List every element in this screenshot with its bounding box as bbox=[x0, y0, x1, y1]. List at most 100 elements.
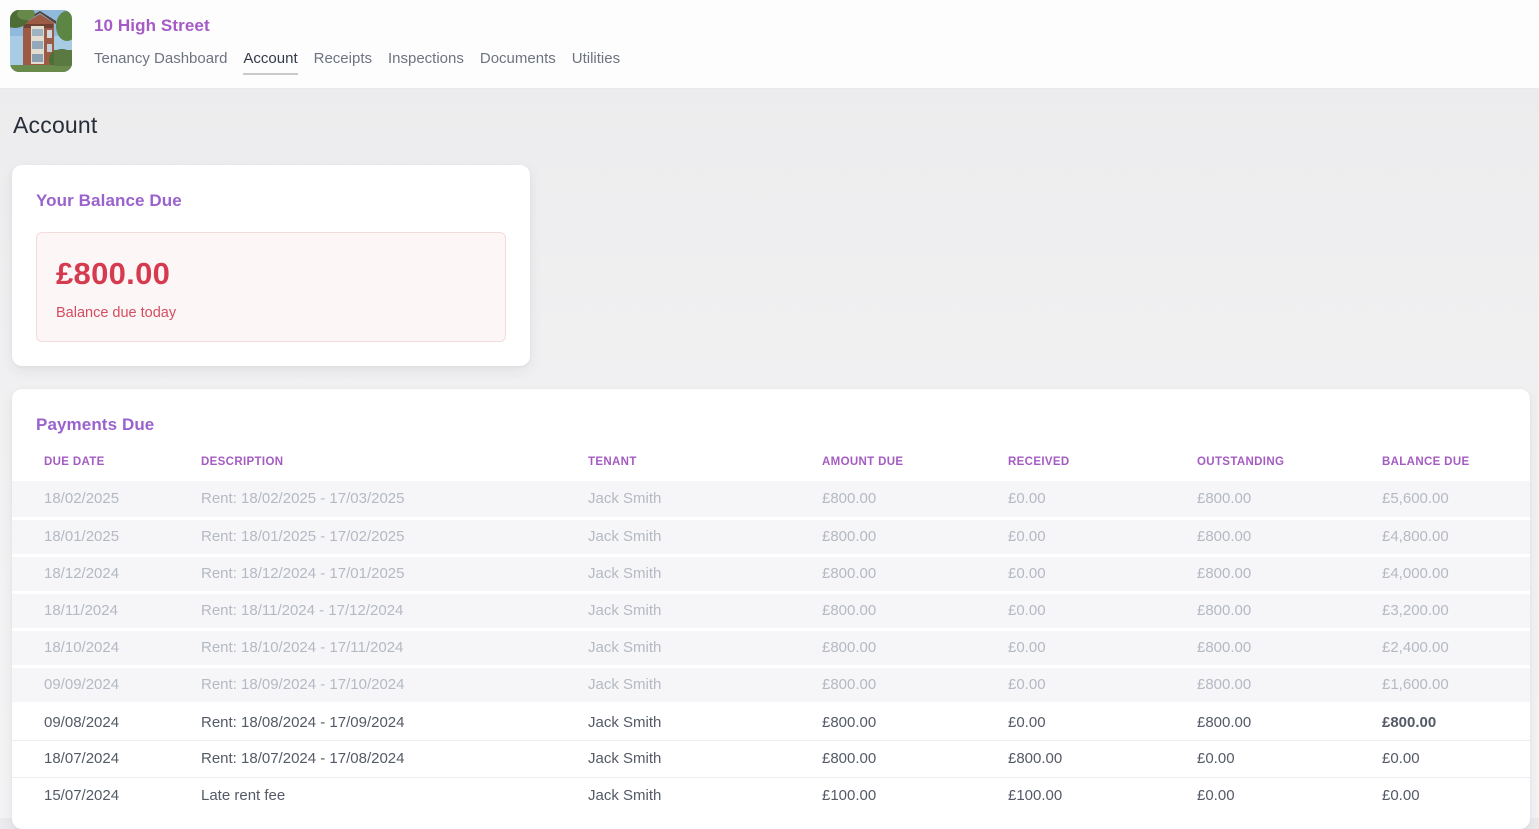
cell-due-date: 15/07/2024 bbox=[12, 777, 201, 814]
col-received: RECEIVED bbox=[1008, 456, 1070, 468]
balance-card: Your Balance Due £800.00 Balance due tod… bbox=[12, 165, 530, 366]
cell-due-date: 09/08/2024 bbox=[12, 703, 201, 741]
balance-card-title: Your Balance Due bbox=[36, 191, 182, 210]
cell-balance-due: £3,200.00 bbox=[1382, 592, 1530, 631]
cell-due-date: 18/10/2024 bbox=[12, 629, 201, 668]
cell-outstanding: £800.00 bbox=[1197, 629, 1382, 668]
nav-inspections[interactable]: Inspections bbox=[387, 50, 464, 67]
payment-row: 09/08/2024 Rent: 18/08/2024 - 17/09/2024 J… bbox=[12, 703, 1530, 741]
property-photo-illustration bbox=[10, 10, 72, 72]
cell-description: Rent: 18/12/2024 - 17/01/2025 bbox=[201, 555, 588, 594]
cell-tenant: Jack Smith bbox=[588, 740, 822, 778]
cell-outstanding: £0.00 bbox=[1197, 777, 1382, 814]
cell-balance-due: £2,400.00 bbox=[1382, 629, 1530, 668]
cell-received: £0.00 bbox=[1008, 592, 1197, 631]
cell-tenant: Jack Smith bbox=[588, 777, 822, 814]
nav-documents[interactable]: Documents bbox=[479, 50, 556, 67]
payment-row: 18/01/2025 Rent: 18/01/2025 - 17/02/2025 J… bbox=[12, 518, 1530, 557]
balance-due-box: £800.00 Balance due today bbox=[36, 232, 506, 342]
cell-balance-due: £5,600.00 bbox=[1382, 481, 1530, 520]
col-balance-due: BALANCE DUE bbox=[1382, 456, 1470, 468]
cell-tenant: Jack Smith bbox=[588, 703, 822, 741]
cell-outstanding: £800.00 bbox=[1197, 592, 1382, 631]
cell-due-date: 18/11/2024 bbox=[12, 592, 201, 631]
cell-due-date: 18/02/2025 bbox=[12, 481, 201, 520]
cell-tenant: Jack Smith bbox=[588, 629, 822, 668]
cell-tenant: Jack Smith bbox=[588, 666, 822, 705]
main-nav: Tenancy Dashboard Account Receipts Inspe… bbox=[94, 50, 620, 75]
app-header: 10 High Street Tenancy Dashboard Account… bbox=[0, 0, 1539, 89]
cell-due-date: 18/12/2024 bbox=[12, 555, 201, 594]
page-title: Account bbox=[13, 112, 98, 138]
payment-row: 18/12/2024 Rent: 18/12/2024 - 17/01/2025 J… bbox=[12, 555, 1530, 594]
cell-balance-due: £4,800.00 bbox=[1382, 518, 1530, 557]
cell-amount-due: £800.00 bbox=[822, 629, 1008, 668]
payments-card: Payments Due DUE DATE DESCRIPTION TENANT… bbox=[12, 389, 1530, 829]
cell-amount-due: £800.00 bbox=[822, 481, 1008, 520]
col-amount-due: AMOUNT DUE bbox=[822, 456, 904, 468]
cell-received: £0.00 bbox=[1008, 666, 1197, 705]
cell-description: Rent: 18/10/2024 - 17/11/2024 bbox=[201, 629, 588, 668]
cell-received: £0.00 bbox=[1008, 703, 1197, 741]
nav-receipts[interactable]: Receipts bbox=[313, 50, 372, 67]
payments-card-title: Payments Due bbox=[36, 415, 155, 434]
balance-amount: £800.00 bbox=[56, 256, 171, 291]
cell-received: £100.00 bbox=[1008, 777, 1197, 814]
cell-balance-due: £0.00 bbox=[1382, 740, 1530, 778]
col-description: DESCRIPTION bbox=[201, 456, 284, 468]
cell-description: Rent: 18/09/2024 - 17/10/2024 bbox=[201, 666, 588, 705]
nav-utilities[interactable]: Utilities bbox=[571, 50, 621, 67]
cell-due-date: 18/07/2024 bbox=[12, 740, 201, 778]
payment-row: 09/09/2024 Rent: 18/09/2024 - 17/10/2024 J… bbox=[12, 666, 1530, 705]
cell-balance-due: £4,000.00 bbox=[1382, 555, 1530, 594]
cell-received: £0.00 bbox=[1008, 555, 1197, 594]
cell-outstanding: £800.00 bbox=[1197, 481, 1382, 520]
cell-amount-due: £100.00 bbox=[822, 777, 1008, 814]
cell-due-date: 09/09/2024 bbox=[12, 666, 201, 705]
payment-row: 18/02/2025 Rent: 18/02/2025 - 17/03/2025 J… bbox=[12, 481, 1530, 520]
cell-received: £0.00 bbox=[1008, 518, 1197, 557]
cell-tenant: Jack Smith bbox=[588, 481, 822, 520]
col-due-date: DUE DATE bbox=[44, 456, 105, 468]
payments-table: DUE DATE DESCRIPTION TENANT AMOUNT DUE R… bbox=[12, 456, 1530, 814]
property-title: 10 High Street bbox=[94, 16, 210, 35]
col-tenant: TENANT bbox=[588, 456, 637, 468]
cell-amount-due: £800.00 bbox=[822, 740, 1008, 778]
payment-row: 18/11/2024 Rent: 18/11/2024 - 17/12/2024 J… bbox=[12, 592, 1530, 631]
cell-outstanding: £800.00 bbox=[1197, 555, 1382, 594]
nav-account[interactable]: Account bbox=[243, 50, 298, 75]
cell-outstanding: £800.00 bbox=[1197, 518, 1382, 557]
cell-received: £800.00 bbox=[1008, 740, 1197, 778]
cell-amount-due: £800.00 bbox=[822, 555, 1008, 594]
cell-received: £0.00 bbox=[1008, 481, 1197, 520]
cell-description: Rent: 18/07/2024 - 17/08/2024 bbox=[201, 740, 588, 778]
cell-received: £0.00 bbox=[1008, 629, 1197, 668]
table-header-row: DUE DATE DESCRIPTION TENANT AMOUNT DUE R… bbox=[12, 456, 1530, 481]
payment-row: 18/10/2024 Rent: 18/10/2024 - 17/11/2024 J… bbox=[12, 629, 1530, 668]
payment-row: 18/07/2024 Rent: 18/07/2024 - 17/08/2024 J… bbox=[12, 740, 1530, 778]
cell-tenant: Jack Smith bbox=[588, 592, 822, 631]
cell-tenant: Jack Smith bbox=[588, 518, 822, 557]
cell-description: Rent: 18/11/2024 - 17/12/2024 bbox=[201, 592, 588, 631]
cell-outstanding: £800.00 bbox=[1197, 666, 1382, 705]
cell-amount-due: £800.00 bbox=[822, 592, 1008, 631]
cell-description: Rent: 18/08/2024 - 17/09/2024 bbox=[201, 703, 588, 741]
balance-caption: Balance due today bbox=[56, 305, 177, 321]
cell-due-date: 18/01/2025 bbox=[12, 518, 201, 557]
cell-amount-due: £800.00 bbox=[822, 666, 1008, 705]
cell-amount-due: £800.00 bbox=[822, 518, 1008, 557]
col-outstanding: OUTSTANDING bbox=[1197, 456, 1285, 468]
nav-tenancy-dashboard[interactable]: Tenancy Dashboard bbox=[94, 50, 228, 67]
payment-row: 15/07/2024 Late rent fee Jack Smith £100.00… bbox=[12, 777, 1530, 814]
cell-outstanding: £800.00 bbox=[1197, 703, 1382, 741]
cell-tenant: Jack Smith bbox=[588, 555, 822, 594]
cell-balance-due: £1,600.00 bbox=[1382, 666, 1530, 705]
cell-description: Rent: 18/02/2025 - 17/03/2025 bbox=[201, 481, 588, 520]
cell-description: Late rent fee bbox=[201, 777, 588, 814]
cell-balance-due: £0.00 bbox=[1382, 777, 1530, 814]
cell-description: Rent: 18/01/2025 - 17/02/2025 bbox=[201, 518, 588, 557]
cell-amount-due: £800.00 bbox=[822, 703, 1008, 741]
property-photo bbox=[10, 10, 72, 72]
cell-outstanding: £0.00 bbox=[1197, 740, 1382, 778]
cell-balance-due: £800.00 bbox=[1382, 703, 1530, 741]
